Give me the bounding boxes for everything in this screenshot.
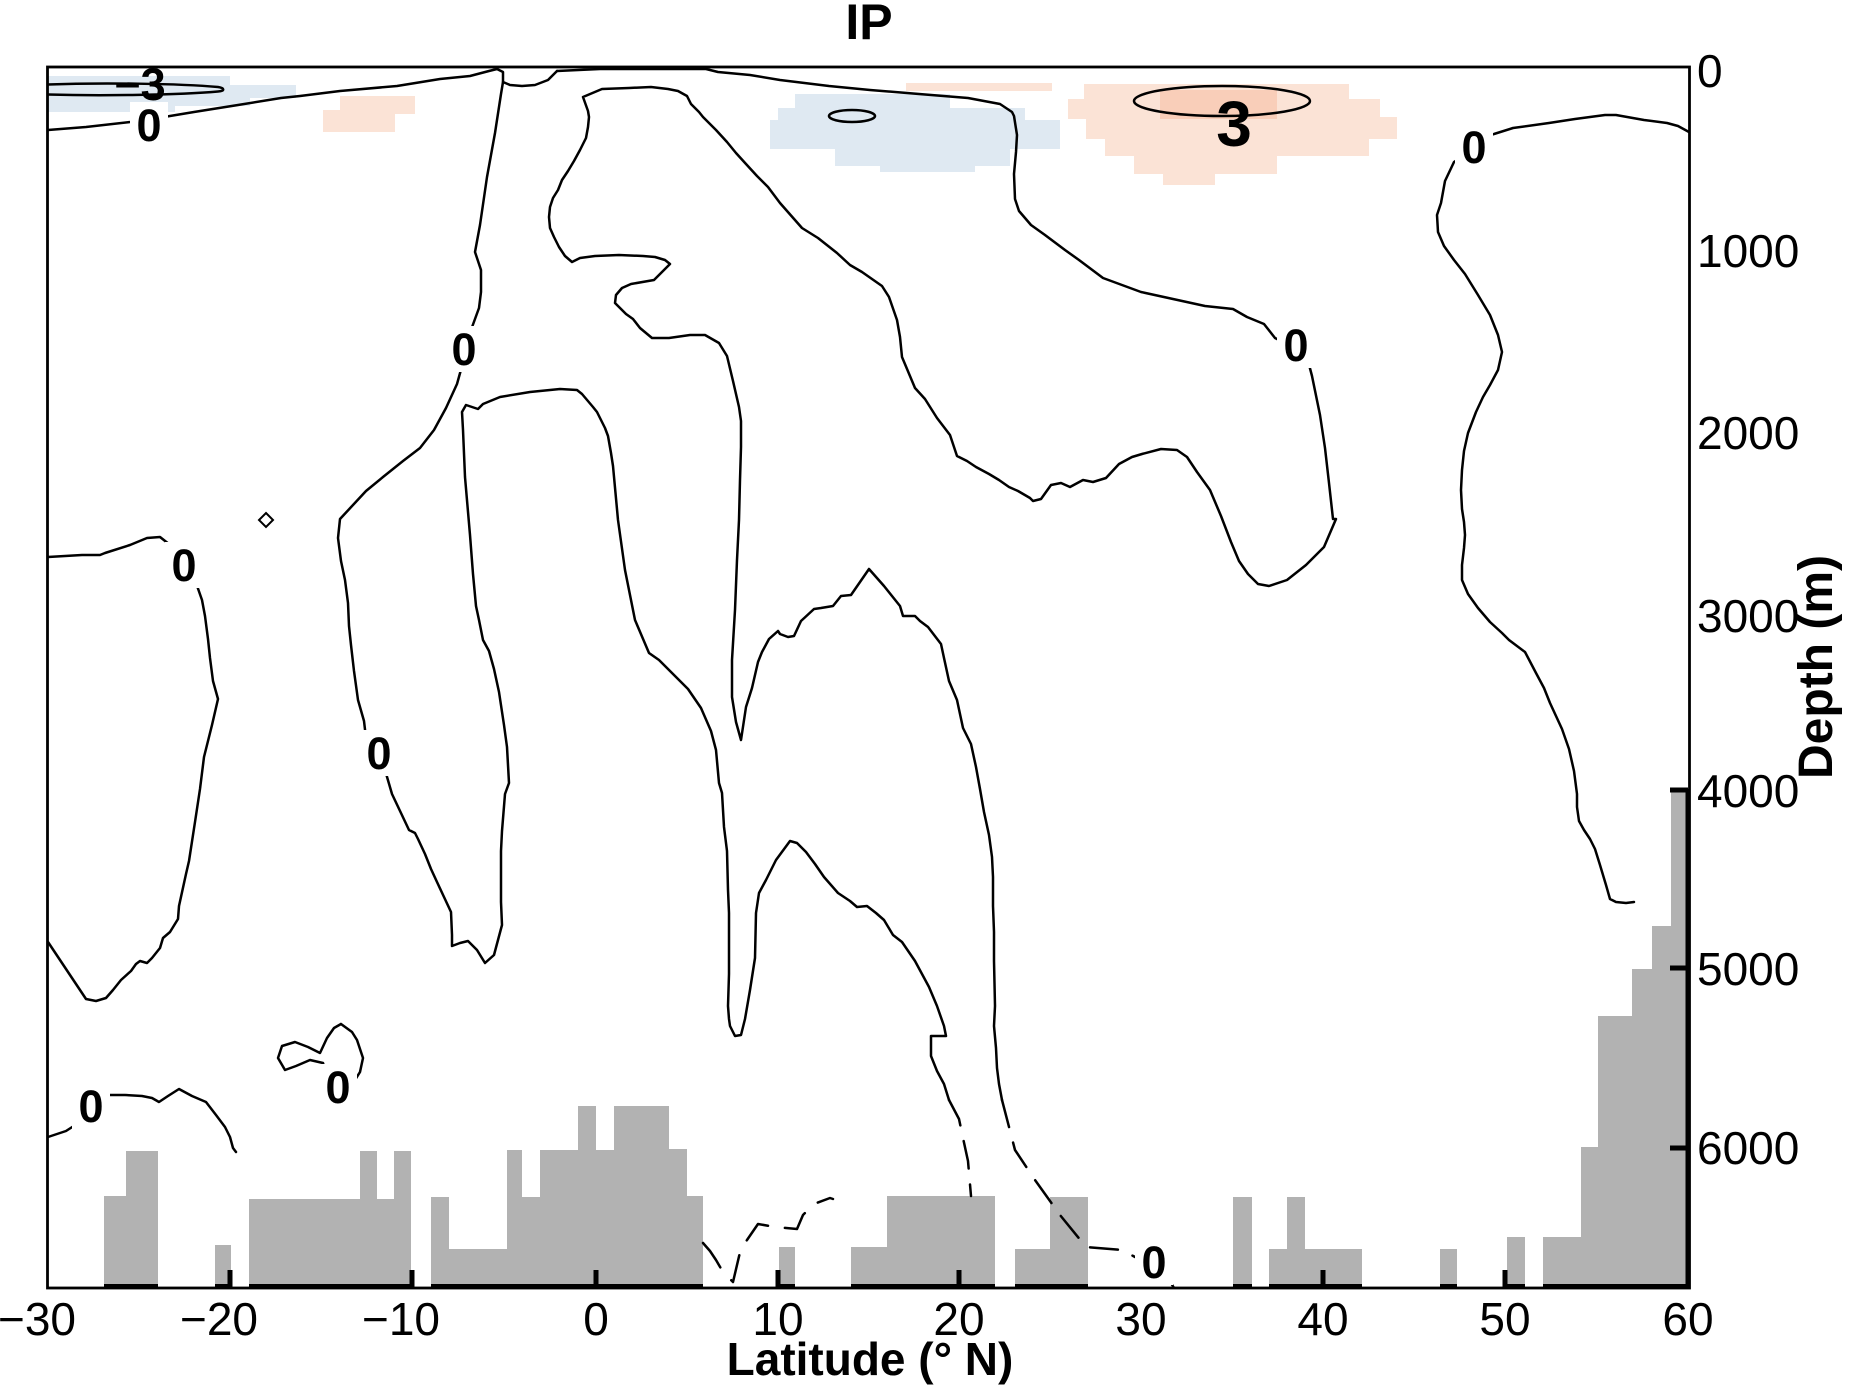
svg-text:0: 0	[583, 1293, 609, 1345]
svg-text:0: 0	[1141, 1237, 1166, 1288]
svg-text:0: 0	[1283, 320, 1308, 371]
svg-text:40: 40	[1297, 1293, 1348, 1345]
svg-text:50: 50	[1479, 1293, 1530, 1345]
svg-text:20: 20	[933, 1293, 984, 1345]
svg-text:3000: 3000	[1697, 590, 1799, 642]
svg-text:0: 0	[78, 1081, 103, 1132]
svg-text:Depth (m): Depth (m)	[1790, 555, 1843, 779]
svg-text:−10: −10	[362, 1293, 440, 1345]
svg-text:Latitude (° N): Latitude (° N)	[727, 1333, 1014, 1385]
svg-text:5000: 5000	[1697, 943, 1799, 995]
svg-text:60: 60	[1662, 1293, 1713, 1345]
svg-text:2000: 2000	[1697, 407, 1799, 459]
svg-text:10: 10	[752, 1293, 803, 1345]
svg-text:4000: 4000	[1697, 765, 1799, 817]
svg-text:−30: −30	[0, 1293, 76, 1345]
svg-text:0: 0	[136, 100, 161, 151]
svg-text:0: 0	[1697, 45, 1723, 97]
svg-text:IP: IP	[845, 0, 892, 50]
svg-text:3: 3	[1216, 88, 1252, 160]
svg-text:−20: −20	[180, 1293, 258, 1345]
svg-text:0: 0	[451, 324, 476, 375]
svg-text:1000: 1000	[1697, 225, 1799, 277]
svg-text:0: 0	[325, 1062, 350, 1113]
svg-text:0: 0	[171, 540, 196, 591]
svg-text:6000: 6000	[1697, 1122, 1799, 1174]
svg-text:0: 0	[1461, 122, 1486, 173]
svg-text:30: 30	[1115, 1293, 1166, 1345]
svg-text:0: 0	[366, 728, 391, 779]
